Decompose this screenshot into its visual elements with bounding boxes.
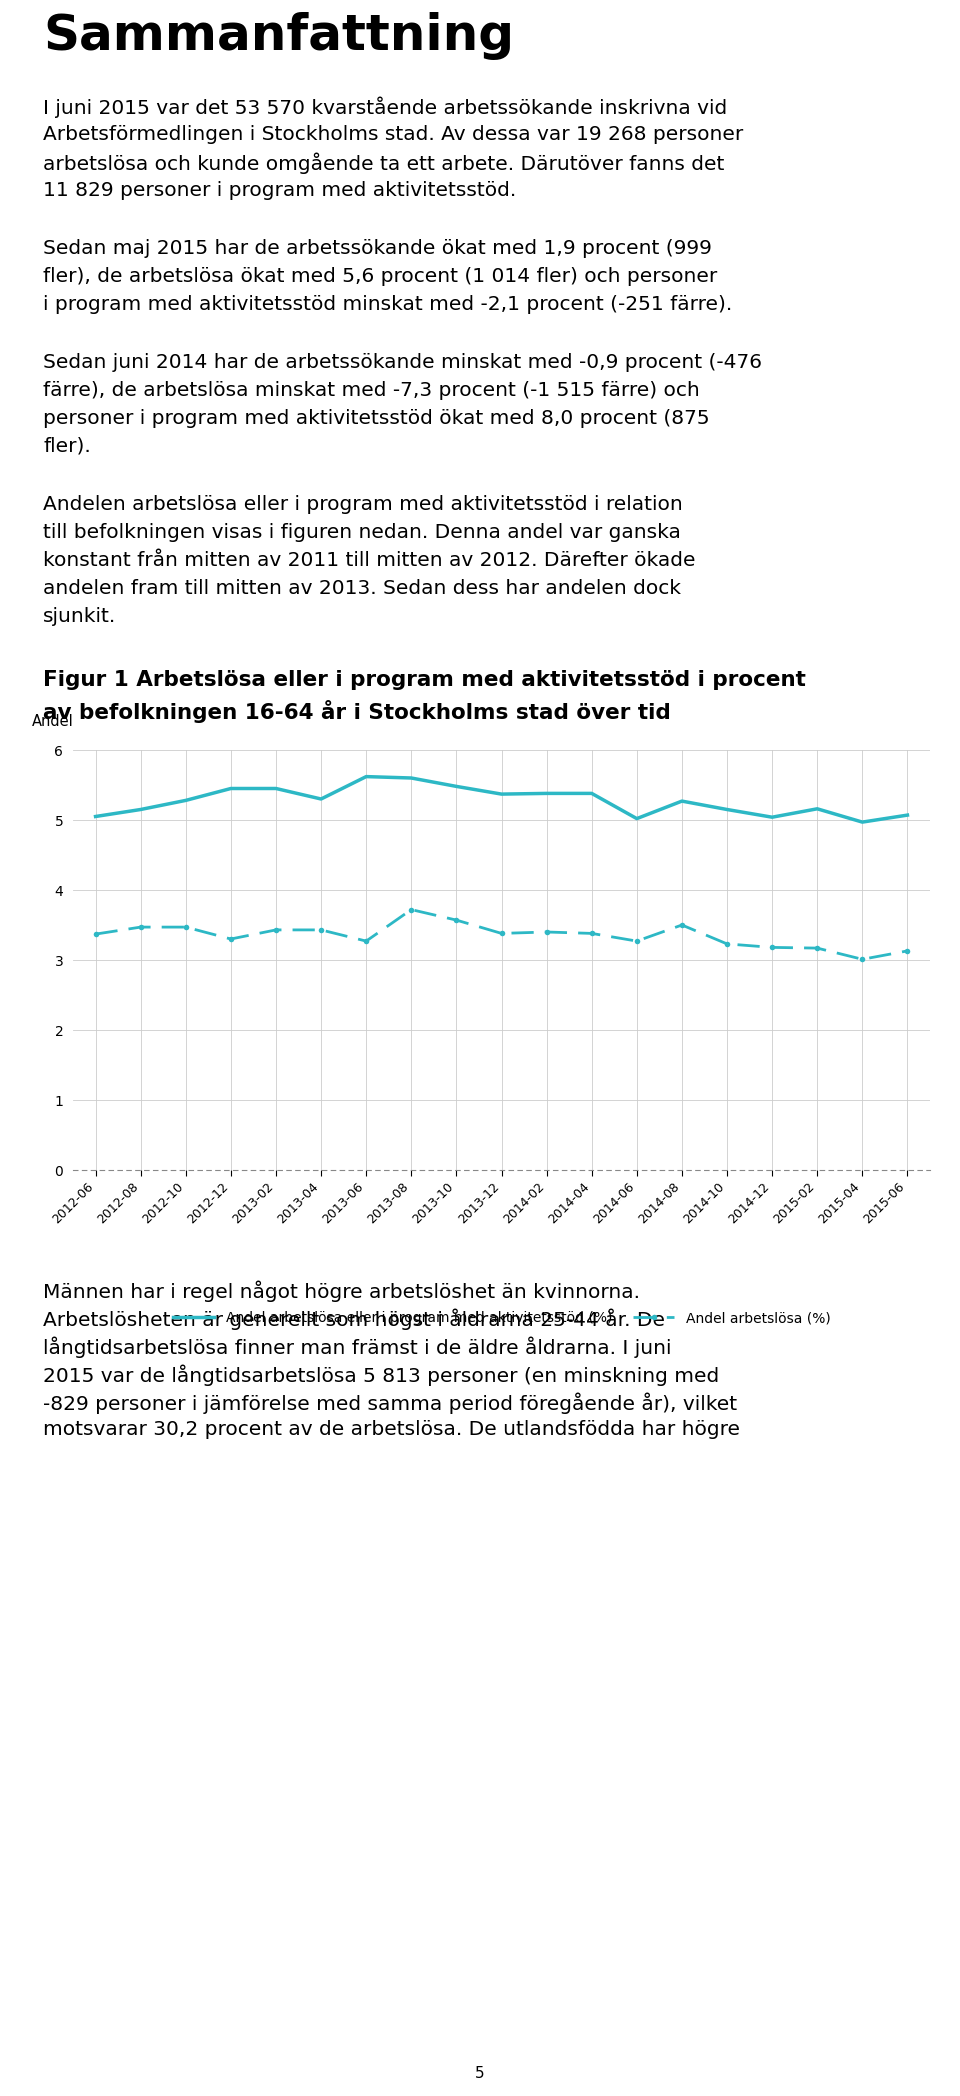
Text: Andel: Andel (32, 715, 74, 729)
Text: 2015 var de långtidsarbetslösa 5 813 personer (en minskning med: 2015 var de långtidsarbetslösa 5 813 per… (43, 1364, 719, 1385)
Text: -829 personer i jämförelse med samma period föregående år), vilket: -829 personer i jämförelse med samma per… (43, 1392, 737, 1413)
Text: personer i program med aktivitetsstöd ökat med 8,0 procent (875: personer i program med aktivitetsstöd ök… (43, 409, 709, 428)
Text: konstant från mitten av 2011 till mitten av 2012. Därefter ökade: konstant från mitten av 2011 till mitten… (43, 551, 695, 570)
Text: sjunkit.: sjunkit. (43, 608, 116, 627)
Text: till befolkningen visas i figuren nedan. Denna andel var ganska: till befolkningen visas i figuren nedan.… (43, 524, 681, 543)
Text: i program med aktivitetsstöd minskat med -2,1 procent (-251 färre).: i program med aktivitetsstöd minskat med… (43, 296, 732, 314)
Text: I juni 2015 var det 53 570 kvarstående arbetssökande inskrivna vid: I juni 2015 var det 53 570 kvarstående a… (43, 96, 728, 119)
Text: Sammanfattning: Sammanfattning (43, 13, 515, 61)
Text: Männen har i regel något högre arbetslöshet än kvinnorna.: Männen har i regel något högre arbetslös… (43, 1281, 640, 1302)
Text: Sedan maj 2015 har de arbetssökande ökat med 1,9 procent (999: Sedan maj 2015 har de arbetssökande ökat… (43, 239, 712, 258)
Text: långtidsarbetslösa finner man främst i de äldre åldrarna. I juni: långtidsarbetslösa finner man främst i d… (43, 1335, 671, 1358)
Legend: Andel arbetslösa eller i program med aktivitetsstöd (%), Andel arbetslösa (%): Andel arbetslösa eller i program med akt… (173, 1312, 830, 1325)
Text: 5: 5 (475, 2067, 485, 2081)
Text: av befolkningen 16-64 år i Stockholms stad över tid: av befolkningen 16-64 år i Stockholms st… (43, 700, 671, 723)
Text: färre), de arbetslösa minskat med -7,3 procent (-1 515 färre) och: färre), de arbetslösa minskat med -7,3 p… (43, 381, 700, 400)
Text: Andelen arbetslösa eller i program med aktivitetsstöd i relation: Andelen arbetslösa eller i program med a… (43, 495, 683, 514)
Text: 11 829 personer i program med aktivitetsstöd.: 11 829 personer i program med aktivitets… (43, 180, 516, 199)
Text: fler).: fler). (43, 436, 91, 457)
Text: Figur 1 Arbetslösa eller i program med aktivitetsstöd i procent: Figur 1 Arbetslösa eller i program med a… (43, 671, 805, 690)
Text: fler), de arbetslösa ökat med 5,6 procent (1 014 fler) och personer: fler), de arbetslösa ökat med 5,6 procen… (43, 266, 717, 285)
Text: arbetslösa och kunde omgående ta ett arbete. Därutöver fanns det: arbetslösa och kunde omgående ta ett arb… (43, 153, 725, 174)
Text: motsvarar 30,2 procent av de arbetslösa. De utlandsfödda har högre: motsvarar 30,2 procent av de arbetslösa.… (43, 1419, 740, 1440)
Text: andelen fram till mitten av 2013. Sedan dess har andelen dock: andelen fram till mitten av 2013. Sedan … (43, 578, 681, 597)
Text: Arbetslösheten är generellt som högst i åldrarna 25-44 år. De: Arbetslösheten är generellt som högst i … (43, 1308, 665, 1329)
Text: Sedan juni 2014 har de arbetssökande minskat med -0,9 procent (-476: Sedan juni 2014 har de arbetssökande min… (43, 352, 762, 371)
Text: Arbetsförmedlingen i Stockholms stad. Av dessa var 19 268 personer: Arbetsförmedlingen i Stockholms stad. Av… (43, 126, 743, 145)
